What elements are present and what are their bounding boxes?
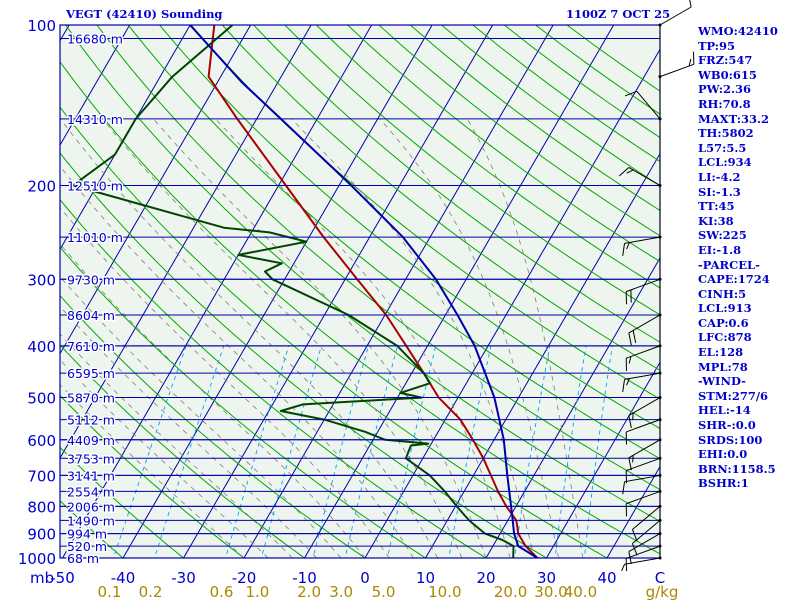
mixing-ratio-label: 10.0 (428, 583, 461, 600)
temperature-tick-label: 0 (360, 569, 370, 587)
stat-line: WMO:42410 (698, 24, 798, 39)
stat-line: L57:5.5 (698, 141, 798, 156)
temperature-tick-label: 20 (476, 569, 495, 587)
wind-barb-feather (622, 564, 625, 571)
wind-barb (659, 52, 694, 78)
stat-line: TH:5802 (698, 126, 798, 141)
mixing-ratio-label: 0.6 (210, 583, 234, 600)
mixing-ratio-label: 1.0 (245, 583, 269, 600)
stat-line: HEL:-14 (698, 403, 798, 418)
height-label: 68 m (67, 551, 99, 566)
stat-line: TP:95 (698, 39, 798, 54)
mixing-ratio-label: 5.0 (372, 583, 396, 600)
wind-barb-staff (660, 64, 694, 76)
stat-line: SHR-:0.0 (698, 418, 798, 433)
pressure-tick-label: 1000 (18, 550, 56, 568)
height-label: 5870 m (67, 391, 115, 406)
height-label: 8604 m (67, 308, 115, 323)
height-label: 2554 m (67, 484, 115, 499)
pressure-tick-label: 500 (27, 390, 56, 408)
mixing-ratio-label: 0.2 (139, 583, 163, 600)
stat-line: KI:38 (698, 214, 798, 229)
isotherm-line (0, 1, 23, 570)
height-label: 12510 m (67, 178, 123, 193)
stat-line: EL:128 (698, 345, 798, 360)
height-label: 3753 m (67, 451, 115, 466)
pressure-tick-label: 100 (27, 17, 56, 35)
pressure-tick-label: 900 (27, 526, 56, 544)
stat-line: LI:-4.2 (698, 170, 798, 185)
stat-line: TT:45 (698, 199, 798, 214)
height-label: 2006 m (67, 499, 115, 514)
stat-line: CAPE:1724 (698, 272, 798, 287)
mixing-ratio-label: 0.1 (98, 583, 122, 600)
pressure-tick-label: 800 (27, 498, 56, 516)
height-label: 5112 m (67, 413, 115, 428)
stat-line: SRDS:100 (698, 433, 798, 448)
mixing-ratio-label: 3.0 (329, 583, 353, 600)
temperature-tick-label: -30 (171, 569, 196, 587)
wind-barb-feather (689, 0, 692, 7)
height-label: 7610 m (67, 339, 115, 354)
stat-line: CAP:0.6 (698, 316, 798, 331)
height-label: 6595 m (67, 366, 115, 381)
stat-line: WB0:615 (698, 68, 798, 83)
stat-line: MAXT:33.2 (698, 112, 798, 127)
stat-line: LCL:934 (698, 155, 798, 170)
stat-line: SI:-1.3 (698, 185, 798, 200)
pressure-tick-label: 200 (27, 177, 56, 195)
height-label: 4409 m (67, 433, 115, 448)
stat-line: -PARCEL- (698, 258, 798, 273)
pressure-unit-label: mb (30, 569, 54, 587)
mixing-ratio-label: 2.0 (297, 583, 321, 600)
height-label: 11010 m (67, 230, 123, 245)
valid-time: 1100Z 7 OCT 25 (566, 7, 670, 21)
stat-line: LFC:878 (698, 330, 798, 345)
stat-line: MPL:78 (698, 360, 798, 375)
chart-title: VEGT (42410) Sounding (66, 7, 222, 21)
stat-line: BRN:1158.5 (698, 462, 798, 477)
stat-line: EI:-1.8 (698, 243, 798, 258)
stat-line: EHI:0.0 (698, 447, 798, 462)
stat-line: PW:2.36 (698, 82, 798, 97)
pressure-tick-label: 300 (27, 271, 56, 289)
stat-line: FRZ:547 (698, 53, 798, 68)
height-label: 14310 m (67, 112, 123, 127)
mixing-unit-label: g/kg (646, 583, 679, 600)
mixing-ratio-label: 30.0 (534, 583, 567, 600)
pressure-tick-label: 600 (27, 432, 56, 450)
mixing-ratio-label: 40.0 (564, 583, 597, 600)
stat-line: -WIND- (698, 374, 798, 389)
stat-line: STM:277/6 (698, 389, 798, 404)
stat-line: BSHR:1 (698, 476, 798, 491)
stat-line: RH:70.8 (698, 97, 798, 112)
height-label: 9730 m (67, 272, 115, 287)
temperature-tick-label: 40 (597, 569, 616, 587)
pressure-tick-label: 400 (27, 338, 56, 356)
stat-line: LCL:913 (698, 301, 798, 316)
mixing-ratio-label: 20.0 (494, 583, 527, 600)
height-label: 3141 m (67, 468, 115, 483)
pressure-tick-label: 700 (27, 467, 56, 485)
height-label: 16680 m (67, 31, 123, 46)
stat-line: CINH:5 (698, 287, 798, 302)
stat-line: SW:225 (698, 228, 798, 243)
